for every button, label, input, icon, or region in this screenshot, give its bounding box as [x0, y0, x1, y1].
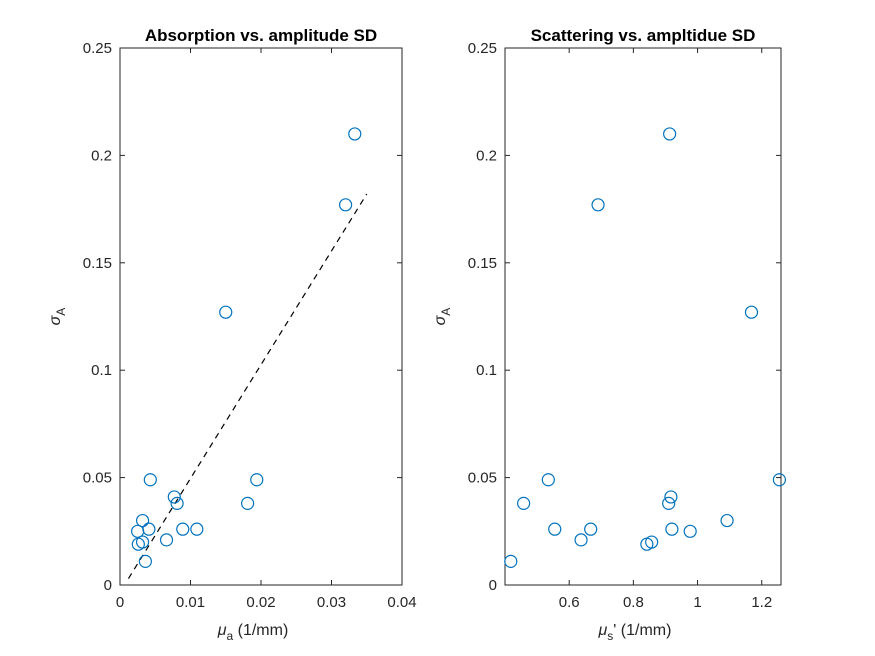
y-axis-label: σA [47, 308, 68, 326]
y-tick-label: 0.05 [83, 470, 112, 487]
x-tick-label: 0.04 [387, 594, 416, 611]
data-point [176, 522, 190, 536]
chart-title: Scattering vs. ampltidue SD [531, 26, 756, 45]
x-axis-label-subscript: s [607, 629, 613, 643]
data-point [190, 522, 204, 536]
data-point [241, 496, 255, 510]
data-point [219, 305, 233, 319]
data-point [744, 305, 759, 319]
y-tick-label: 0.05 [468, 470, 497, 487]
x-axis-label-unit: (1/mm) [233, 622, 288, 639]
y-axis-label-subscript: A [439, 308, 453, 316]
chart-title: Absorption vs. amplitude SD [145, 26, 377, 45]
data-point [548, 522, 562, 536]
y-tick-label: 0.25 [468, 40, 497, 57]
y-axis-label-symbol: σ [47, 314, 64, 325]
x-tick-label: 0.02 [246, 594, 275, 611]
x-tick-label: 0.03 [317, 594, 346, 611]
y-tick-label: 0.2 [91, 147, 112, 164]
data-point [504, 554, 518, 568]
x-tick-label: 1.2 [751, 594, 772, 611]
data-point [541, 473, 555, 487]
data-point [135, 513, 150, 528]
x-axis-label: μa (1/mm) [217, 622, 289, 643]
data-point [159, 533, 174, 547]
x-axis-label-subscript: a [226, 629, 233, 643]
data-point [143, 473, 157, 487]
fit-line [127, 193, 368, 579]
data-point [517, 496, 531, 510]
data-point [662, 496, 676, 510]
x-tick-label: 0.8 [623, 594, 644, 611]
data-point [170, 496, 184, 510]
x-axis-label-unit: ' (1/mm) [613, 622, 671, 639]
right-axes: Scattering vs. ampltidue SD 0.6 0.8 1 1.2 0 0.… [432, 26, 786, 643]
y-axis-label-symbol: σ [432, 314, 449, 325]
data-point [138, 554, 152, 568]
x-axis-label: μs' (1/mm) [598, 622, 672, 643]
data-point [142, 522, 156, 536]
data-point [720, 513, 734, 528]
x-tick-label: 0.01 [176, 594, 205, 611]
data-point [664, 490, 678, 504]
data-point [584, 522, 598, 536]
y-tick-label: 0.15 [83, 255, 112, 272]
x-tick-label: 0.6 [559, 594, 580, 611]
data-point [591, 198, 605, 212]
y-axis-label-subscript: A [54, 308, 68, 316]
left-axes: Absorption vs. amplitude SD 0 0.01 0.02 0.03… [47, 26, 417, 643]
x-axis-label-symbol: μ [598, 622, 608, 639]
data-point [683, 524, 697, 538]
y-tick-label: 0 [489, 577, 497, 594]
data-point [665, 522, 679, 536]
plot-area [504, 47, 782, 586]
y-axis-label: σA [432, 308, 453, 326]
y-tick-label: 0.1 [476, 362, 497, 379]
data-point [250, 473, 264, 487]
data-point [663, 127, 677, 141]
data-point [645, 535, 659, 549]
data-point [135, 535, 150, 549]
x-axis-label-symbol: μ [217, 622, 227, 639]
y-tick-label: 0.1 [91, 362, 112, 379]
y-tick-label: 0.25 [83, 40, 112, 57]
data-point [339, 198, 353, 212]
data-point [772, 473, 786, 487]
data-point [574, 533, 588, 547]
x-tick-label: 0 [116, 594, 124, 611]
data-point [167, 490, 181, 504]
y-tick-label: 0.2 [476, 147, 497, 164]
y-tick-label: 0.15 [468, 255, 497, 272]
y-tick-label: 0 [104, 577, 112, 594]
data-point [348, 127, 362, 141]
x-tick-label: 1 [693, 594, 701, 611]
plot-area [119, 47, 403, 586]
